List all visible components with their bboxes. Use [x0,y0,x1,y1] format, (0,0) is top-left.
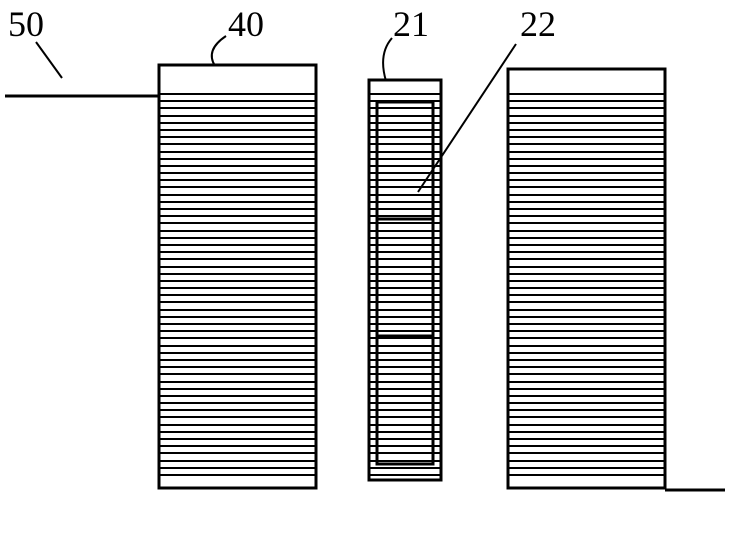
label-22: 22 [520,4,556,44]
label-21: 21 [393,4,429,44]
leader-21 [383,38,392,81]
label-40: 40 [228,4,264,44]
leader-50 [36,42,62,78]
leader-40 [212,36,226,66]
label-50: 50 [8,4,44,44]
